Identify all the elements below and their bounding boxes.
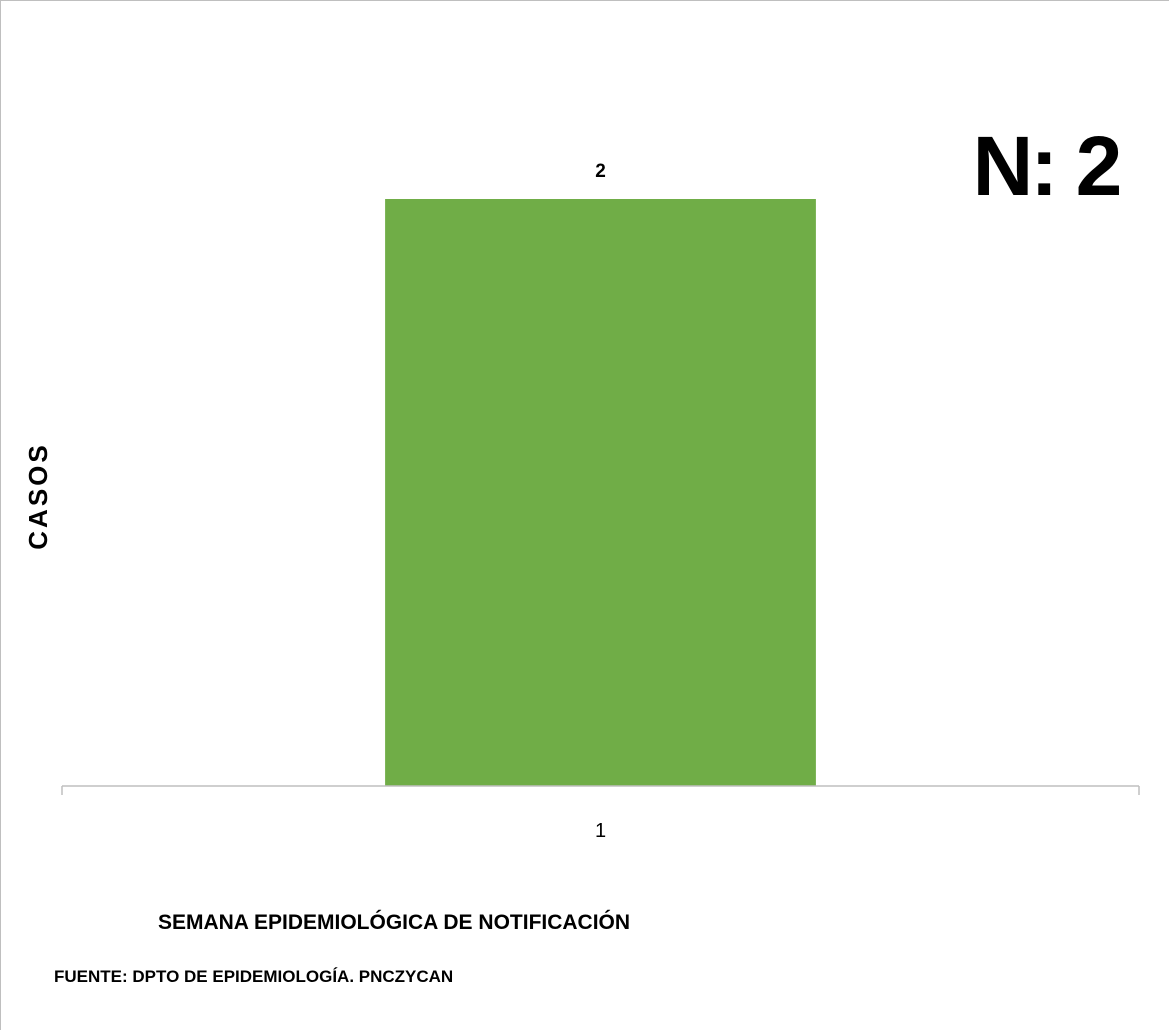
n-annotation: N: 2 — [973, 119, 1120, 213]
x-tick-label-1: 1 — [595, 820, 606, 842]
bar-1 — [385, 199, 816, 786]
x-axis-label: SEMANA EPIDEMIOLÓGICA DE NOTIFICACIÓN — [158, 910, 630, 934]
x-tick-labels-group: 1 — [595, 820, 606, 842]
bars-group — [385, 199, 816, 786]
data-labels-group: 2 — [595, 161, 606, 182]
data-label-1: 2 — [595, 161, 606, 182]
y-axis-label: CASOS — [23, 442, 53, 549]
source-note: FUENTE: DPTO DE EPIDEMIOLOGÍA. PNCZYCAN — [54, 967, 453, 986]
